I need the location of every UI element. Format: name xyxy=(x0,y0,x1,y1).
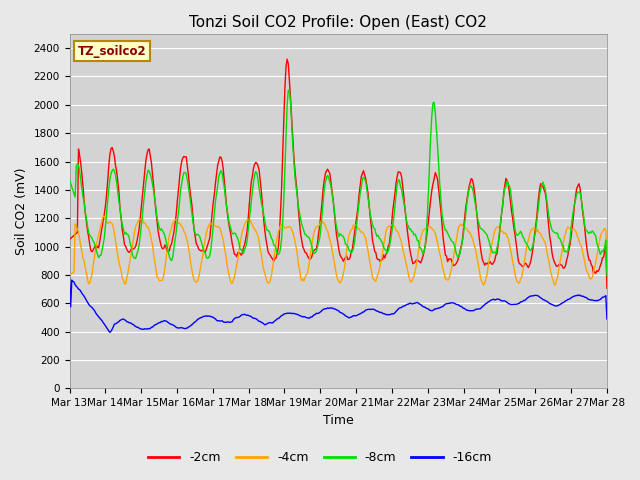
Title: Tonzi Soil CO2 Profile: Open (East) CO2: Tonzi Soil CO2 Profile: Open (East) CO2 xyxy=(189,15,487,30)
Text: TZ_soilco2: TZ_soilco2 xyxy=(77,45,146,58)
X-axis label: Time: Time xyxy=(323,414,354,427)
Y-axis label: Soil CO2 (mV): Soil CO2 (mV) xyxy=(15,168,28,255)
Legend: -2cm, -4cm, -8cm, -16cm: -2cm, -4cm, -8cm, -16cm xyxy=(143,446,497,469)
